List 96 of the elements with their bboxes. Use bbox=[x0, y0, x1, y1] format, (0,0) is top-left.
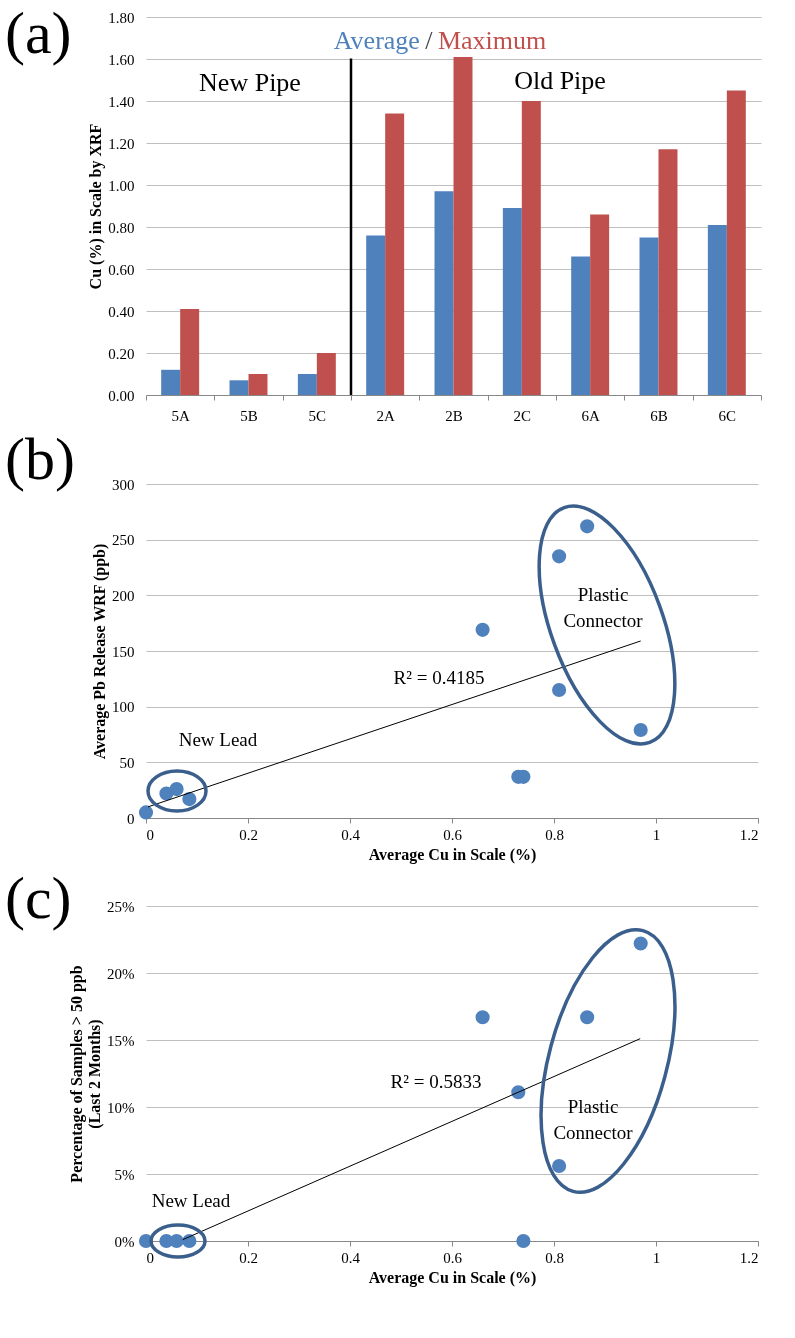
bar bbox=[571, 256, 591, 395]
bar bbox=[316, 353, 336, 395]
annotation: R² = 0.5833 bbox=[390, 1071, 482, 1092]
x-tick-label: 0.2 bbox=[239, 826, 258, 843]
x-tick-label: 0.8 bbox=[545, 1249, 564, 1266]
x-tick-label: 1 bbox=[652, 826, 661, 843]
x-tick-label: 5C bbox=[308, 407, 327, 424]
x-tick-label: 0.2 bbox=[239, 1249, 258, 1266]
x-tick-label: 6C bbox=[718, 407, 737, 424]
series-label: Maximum bbox=[437, 26, 547, 55]
y-tick-label: 10% bbox=[107, 1099, 135, 1116]
x-tick-label: 5A bbox=[171, 407, 190, 424]
y-tick-label: 25% bbox=[107, 898, 135, 915]
bar bbox=[453, 56, 473, 395]
y-tick-label: 5% bbox=[114, 1166, 135, 1183]
y-tick-label: 1.80 bbox=[108, 9, 135, 26]
bar bbox=[229, 380, 249, 395]
y-tick-label: 20% bbox=[107, 965, 135, 982]
y-tick-label: 15% bbox=[107, 1032, 135, 1049]
bar bbox=[521, 101, 541, 395]
y-tick-label: 0 bbox=[127, 810, 135, 827]
point bbox=[580, 519, 595, 534]
y-tick-label: 1.20 bbox=[108, 135, 135, 152]
x-tick-label: 0.6 bbox=[443, 1249, 463, 1266]
x-tick-label: 1.2 bbox=[739, 1249, 759, 1266]
y-tick-label: 1.00 bbox=[108, 177, 135, 194]
y-tick-label: 300 bbox=[112, 476, 135, 493]
y-tick-label: 0.20 bbox=[108, 345, 135, 362]
chart-title: (b) bbox=[5, 426, 75, 492]
bar bbox=[502, 208, 522, 395]
bar bbox=[658, 149, 678, 395]
annotation: R² = 0.4185 bbox=[393, 667, 485, 688]
bar bbox=[366, 235, 386, 395]
point bbox=[633, 722, 648, 738]
bar bbox=[726, 90, 746, 395]
point bbox=[552, 549, 567, 564]
point bbox=[475, 1010, 490, 1025]
y-axis-title: Average Pb Release WRF (ppb) bbox=[91, 543, 109, 760]
point bbox=[552, 682, 567, 698]
x-tick-label: 0.8 bbox=[545, 826, 564, 843]
annotation: New Pipe bbox=[199, 68, 301, 97]
bar bbox=[180, 308, 200, 395]
x-tick-label: 1.2 bbox=[739, 826, 759, 843]
y-tick-label: 200 bbox=[112, 587, 135, 604]
y-tick-label: 150 bbox=[112, 643, 135, 660]
point bbox=[580, 1010, 595, 1025]
bar bbox=[248, 374, 268, 395]
y-tick-label: 250 bbox=[112, 532, 135, 549]
annotation: New Lead bbox=[178, 729, 258, 750]
x-tick-label: 0.6 bbox=[443, 826, 463, 843]
chart-title: (a) bbox=[5, 0, 72, 66]
bar bbox=[297, 374, 317, 395]
x-axis-title: Average Cu in Scale (%) bbox=[368, 1268, 537, 1287]
y-tick-label: 0% bbox=[114, 1233, 135, 1250]
x-tick-label: 0 bbox=[146, 1249, 154, 1266]
bar bbox=[590, 214, 610, 395]
y-tick-label: 0.60 bbox=[108, 261, 135, 278]
annotation: Plastic Connector bbox=[553, 1096, 634, 1143]
x-tick-label: 0.4 bbox=[341, 1249, 361, 1266]
point bbox=[169, 782, 184, 797]
annotation: Old Pipe bbox=[514, 66, 606, 95]
point bbox=[552, 1158, 567, 1174]
x-tick-label: 0 bbox=[146, 826, 154, 843]
x-tick-label: 1 bbox=[652, 1249, 661, 1266]
point bbox=[633, 936, 648, 951]
x-tick-label: 2A bbox=[376, 407, 395, 424]
bar bbox=[639, 237, 659, 395]
x-tick-label: 5B bbox=[240, 407, 258, 424]
y-tick-label: 0.00 bbox=[108, 387, 135, 404]
x-axis-title: Average Cu in Scale (%) bbox=[368, 845, 537, 864]
chart-title: (c) bbox=[5, 865, 72, 931]
annotation: / bbox=[425, 26, 434, 55]
point bbox=[516, 1233, 531, 1249]
y-axis-title: Cu (%) in Scale by XRF bbox=[87, 123, 106, 290]
x-tick-label: 0.4 bbox=[341, 826, 361, 843]
y-tick-label: 100 bbox=[112, 699, 135, 716]
y-tick-label: 50 bbox=[119, 754, 135, 771]
y-axis-title: Percentage of Samples > 50 ppb (Last 2 Months) bbox=[68, 965, 104, 1183]
point bbox=[475, 622, 490, 637]
y-tick-label: 0.80 bbox=[108, 219, 135, 236]
bar bbox=[161, 369, 181, 395]
bar bbox=[707, 224, 727, 395]
point bbox=[182, 792, 197, 807]
y-tick-label: 0.40 bbox=[108, 303, 135, 320]
y-tick-label: 1.60 bbox=[108, 51, 135, 68]
x-tick-label: 6A bbox=[581, 407, 600, 424]
annotation: Plastic Connector bbox=[563, 584, 644, 631]
x-tick-label: 2C bbox=[513, 407, 532, 424]
x-tick-label: 2B bbox=[445, 407, 463, 424]
bar bbox=[385, 113, 405, 395]
point bbox=[138, 805, 154, 820]
bar bbox=[434, 191, 454, 395]
y-tick-label: 1.40 bbox=[108, 93, 135, 110]
x-tick-label: 6B bbox=[650, 407, 668, 424]
text: Average bbox=[333, 26, 420, 55]
annotation: New Lead bbox=[151, 1190, 231, 1211]
